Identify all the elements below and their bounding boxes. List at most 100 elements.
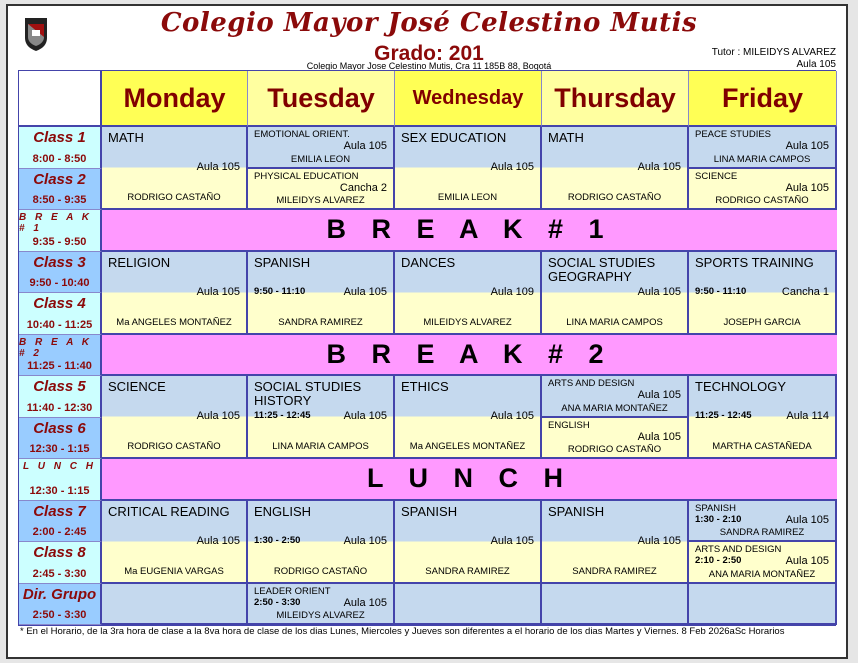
teacher-name: EMILIA LEON [437,192,498,203]
period-time: 9:50 - 10:40 [29,277,90,289]
class-time: 2:50 - 3:30 [254,596,301,608]
subject-name: SEX EDUCATION [401,130,507,145]
teacher-name: EMILIA LEON [290,153,351,165]
room-label: Aula 105 [196,285,240,298]
teacher-name: MILEIDYS ALVAREZ [423,316,512,328]
teacher-name: Ma EUGENIA VARGAS [124,565,224,577]
room-label: Aula 105 [343,534,387,547]
period-label: B R E A K # 1 9:35 - 9:50 [19,210,102,252]
teacher-name: SANDRA RAMIREZ [719,527,805,538]
period-name: Class 2 [33,170,86,188]
subject-name: ENGLISH [548,419,590,431]
class-cell: PHYSICAL EDUCATION Cancha 2 MILEIDYS ALVAR… [248,168,395,210]
footer-note: * En el Horario, de la 3ra hora de clase… [20,626,785,637]
day-header-wednesday: Wednesday [395,71,542,127]
subject-name: SOCIAL STUDIES HISTORY [254,379,362,408]
period-time: 12:30 - 1:15 [29,484,90,497]
subject-name: ARTS AND DESIGN [548,378,635,389]
period-time: 12:30 - 1:15 [29,443,90,455]
teacher-name: SANDRA RAMIREZ [278,316,363,328]
break-banner: B R E A K # 1 [102,210,837,252]
day-header-monday: Monday [102,71,248,127]
period-name: Class 1 [33,129,86,146]
room-label: Aula 105 [490,534,534,547]
day-header-thursday: Thursday [542,71,689,127]
class-cell: SCIENCE Aula 105 RODRIGO CASTAÑO [689,168,837,210]
break-banner: L U N C H [102,459,837,501]
teacher-name: MARTHA CASTAÑEDA [712,441,812,452]
subject-name: ENGLISH [254,503,312,519]
period-time: 2:45 - 3:30 [32,567,87,580]
class-cell: ARTS AND DESIGN Aula 105 ANA MARIA MONTAÑE… [542,376,689,418]
subject-name: LEADER ORIENT [254,585,331,597]
period-name: Class 6 [33,419,86,437]
subject-name: ETHICS [401,379,449,394]
subject-name: TECHNOLOGY [695,379,787,394]
day-header-tuesday: Tuesday [248,71,395,127]
corner-cell [19,71,102,127]
room-label: Aula 105 [196,410,240,422]
class-cell: TECHNOLOGY 11:25 - 12:45 Aula 114 MARTHA CA… [689,376,837,459]
room-label: Aula 105 [637,430,681,443]
class-cell: SPANISH 1:30 - 2:10 Aula 105 SANDRA RAMIREZ [689,500,837,542]
subject-name: DANCES [401,254,456,270]
teacher-name: RODRIGO CASTAÑO [567,444,662,455]
room-label: Aula 105 [785,555,829,567]
subject-name: SPORTS TRAINING [695,254,814,270]
period-name: Class 8 [33,544,86,561]
tutor-info: Tutor : MILEIDYS ALVAREZ Aula 105 [712,47,836,71]
class-cell: CRITICAL READING Aula 105 Ma EUGENIA VARGA… [102,500,248,584]
period-name: B R E A K # 2 [19,336,92,359]
period-time: 11:25 - 11:40 [27,360,92,372]
empty-cell [542,583,689,625]
period-name: Dir. Grupo [22,585,97,603]
teacher-name: ANA MARIA MONTAÑEZ [561,402,668,414]
class-cell: SPORTS TRAINING 9:50 - 11:10 Cancha 1 JOSEP… [689,251,837,335]
room-label: Aula 105 [785,140,829,152]
period-name: Class 4 [33,295,86,312]
teacher-name: MILEIDYS ALVAREZ [276,195,365,206]
timetable-grid: Monday Tuesday Wednesday Thursday Friday Clas… [18,70,837,626]
class-cell: ENGLISH Aula 105 RODRIGO CASTAÑO [542,417,689,459]
period-name: Class 3 [33,253,86,271]
empty-cell [689,583,837,625]
subject-name: RELIGION [108,254,171,270]
subject-name: SPANISH [548,503,605,519]
period-name: L U N C H [23,461,96,472]
subject-name: CRITICAL READING [108,503,230,519]
day-header-friday: Friday [689,71,837,127]
class-cell: ETHICS Aula 105 Ma ANGELES MONTAÑEZ [395,376,542,459]
class-cell: RELIGION Aula 105 Ma ANGELES MONTAÑEZ [102,251,248,335]
period-label: Class 2 8:50 - 9:35 [19,168,102,210]
room-label: Aula 105 [343,140,387,152]
period-time: 10:40 - 11:25 [26,318,93,331]
room-label: Aula 105 [785,181,829,194]
class-cell: SPANISH Aula 105 SANDRA RAMIREZ [542,500,689,584]
class-cell: ARTS AND DESIGN 2:10 - 2:50 Aula 105 ANA MA… [689,542,837,584]
period-label: Class 8 2:45 - 3:30 [19,542,102,584]
class-time: 11:25 - 12:45 [695,410,752,421]
period-time: 2:00 - 2:45 [32,526,87,538]
teacher-name: LINA MARIA CAMPOS [713,153,811,165]
teacher-name: Ma ANGELES MONTAÑEZ [116,316,232,328]
class-time: 11:25 - 12:45 [254,410,311,421]
subject-name: MATH [548,130,584,145]
class-cell: MATH Aula 105 RODRIGO CASTAÑO [102,127,248,210]
class-cell: SEX EDUCATION Aula 105 EMILIA LEON [395,127,542,210]
class-cell: SOCIAL STUDIES HISTORY 11:25 - 12:45 Aula … [248,376,395,459]
period-label: Dir. Grupo 2:50 - 3:30 [19,583,102,625]
tutor-name: Tutor : MILEIDYS ALVAREZ [711,47,836,58]
subject-name: PHYSICAL EDUCATION [254,170,359,182]
subject-name: SPANISH [695,502,737,514]
teacher-name: RODRIGO CASTAÑO [273,565,368,577]
subject-name: MATH [108,130,144,145]
room-label: Aula 105 [637,389,681,401]
teacher-name: LINA MARIA CAMPOS [272,441,369,452]
class-cell: SPANISH Aula 105 SANDRA RAMIREZ [395,500,542,584]
room-label: Aula 105 [637,534,681,547]
period-name: B R E A K # 1 [19,212,92,234]
subject-name: EMOTIONAL ORIENT. [254,129,350,140]
teacher-name: RODRIGO CASTAÑO [715,195,809,206]
class-time: 9:50 - 11:10 [254,285,306,297]
room-label: Aula 105 [343,285,387,298]
